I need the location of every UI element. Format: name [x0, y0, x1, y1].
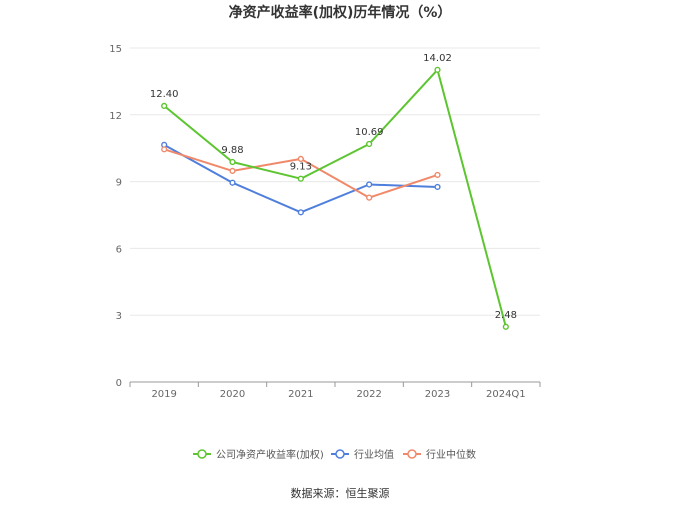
chart-title: 净资产收益率(加权)历年情况（%）	[229, 4, 452, 21]
series-2	[161, 146, 441, 201]
series-layer: 12.40 9.88 9.13 10.69 14.02 2.48	[150, 53, 517, 330]
data-point	[297, 155, 304, 162]
source-note: 数据来源：恒生聚源	[291, 486, 390, 500]
gridlines	[130, 47, 540, 316]
series-line	[163, 68, 507, 328]
x-tick-label: 2023	[425, 389, 450, 400]
data-label: 2.48	[495, 310, 517, 321]
data-point	[434, 171, 441, 179]
data-label: 9.13	[290, 162, 312, 173]
x-tick-label: 2024Q1	[486, 389, 526, 400]
data-label: 9.88	[221, 145, 243, 156]
data-point	[502, 323, 509, 330]
x-axis: 2019 2020 2021 2022 2023 2024Q1	[129, 381, 541, 400]
y-tick-label: 3	[116, 311, 122, 322]
y-axis: 0 3 6 9 12 15	[109, 44, 122, 389]
legend-label: 公司净资产收益率(加权)	[216, 448, 324, 461]
x-tick-label: 2022	[356, 389, 381, 400]
x-tick-label: 2021	[288, 389, 313, 400]
data-point	[297, 175, 304, 182]
data-point	[229, 158, 236, 166]
x-tick-label: 2019	[151, 389, 176, 400]
y-tick-label: 9	[116, 178, 122, 189]
data-point	[366, 140, 373, 148]
data-point	[366, 181, 373, 188]
legend-label: 行业均值	[354, 448, 394, 461]
data-point	[366, 194, 373, 201]
data-point	[229, 179, 236, 186]
data-point	[161, 146, 168, 153]
legend-item-2[interactable]: 行业中位数	[403, 448, 476, 461]
x-tick-label: 2020	[220, 389, 245, 400]
data-label: 14.02	[423, 53, 452, 64]
legend-marker	[407, 449, 417, 459]
data-point	[434, 66, 441, 73]
series-1	[161, 141, 441, 216]
y-tick-label: 0	[116, 378, 122, 389]
legend-label: 行业中位数	[426, 448, 476, 461]
y-tick-label: 15	[109, 44, 122, 55]
data-label: 12.40	[150, 89, 179, 100]
data-point	[161, 102, 168, 109]
data-point	[229, 167, 236, 175]
legend-marker	[335, 449, 345, 459]
y-tick-label: 6	[116, 244, 122, 255]
data-point	[434, 183, 441, 191]
data-label: 10.69	[355, 127, 384, 138]
series-0: 12.40 9.88 9.13 10.69 14.02 2.48	[150, 53, 517, 330]
legend-item-0[interactable]: 公司净资产收益率(加权)	[193, 448, 324, 461]
legend[interactable]: 公司净资产收益率(加权) 行业均值 行业中位数	[193, 448, 476, 461]
data-point	[297, 209, 304, 216]
y-tick-label: 12	[109, 111, 122, 122]
legend-marker	[197, 449, 207, 459]
legend-item-1[interactable]: 行业均值	[331, 448, 394, 461]
